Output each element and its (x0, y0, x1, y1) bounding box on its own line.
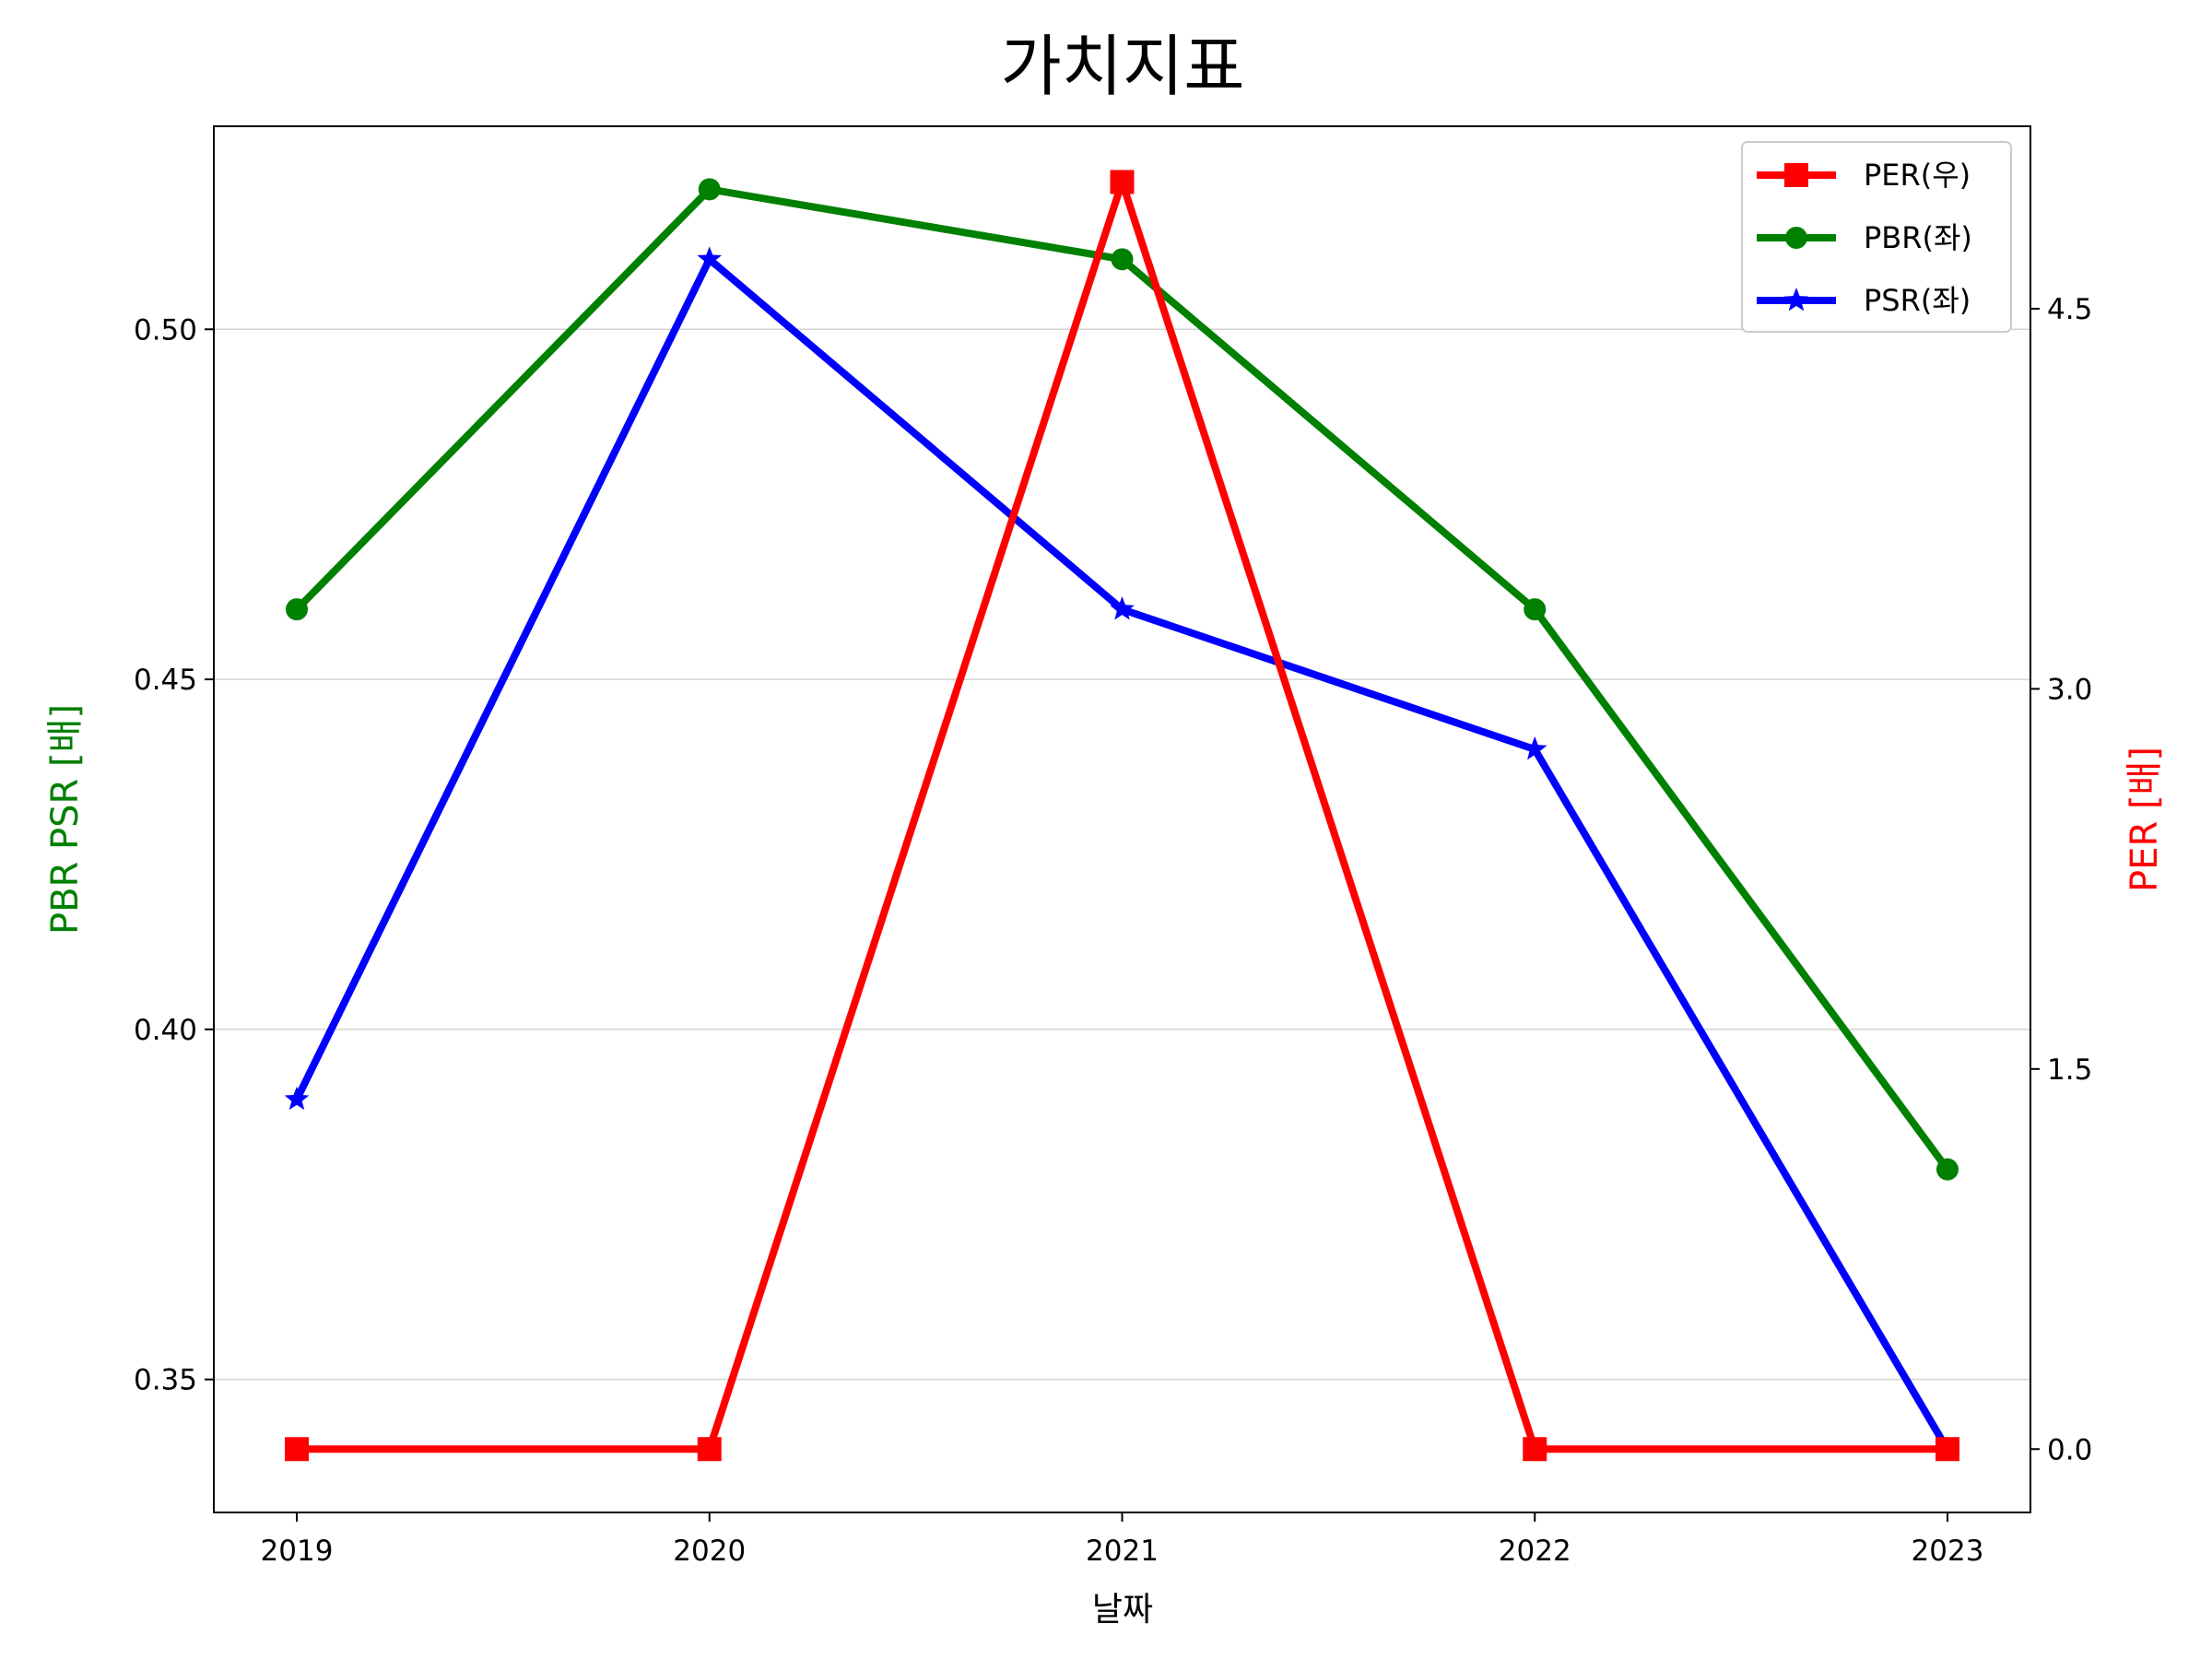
legend-label: PBR(좌) (1864, 220, 1972, 255)
y-right-tick-label: 4.5 (2047, 293, 2092, 326)
series-star (284, 246, 1960, 1460)
x-tick-label: 2021 (1086, 1535, 1159, 1568)
legend-marker (1784, 163, 1808, 187)
x-tick-label: 2023 (1912, 1535, 1984, 1568)
legend-marker (1785, 227, 1807, 249)
x-axis-title: 날짜 (1092, 1591, 1153, 1629)
y-axis-left: 0.35 0.40 0.45 0.50 (134, 313, 214, 1397)
plot-frame (213, 125, 2031, 1513)
x-tick-label: 2020 (673, 1535, 746, 1568)
data-point (1522, 736, 1547, 760)
x-axis: 2019 2020 2021 2022 2023 (261, 1512, 1984, 1568)
chart-title: 가치지표 (1001, 28, 1245, 105)
y-right-tick-label: 1.5 (2047, 1053, 2092, 1087)
data-point (698, 178, 721, 201)
y-axis-right: 0.0 1.5 3.0 4.5 (2030, 293, 2092, 1466)
series-layer (284, 170, 1960, 1462)
legend-box (1741, 141, 2012, 333)
y-axis-right-title: PER [배] (2124, 747, 2166, 892)
data-point (697, 1437, 722, 1462)
grid (214, 328, 2030, 1381)
series-square (285, 170, 1959, 1462)
legend-label: PER(우) (1864, 158, 1971, 193)
y-left-tick-label: 0.40 (134, 1014, 197, 1047)
y-right-tick-label: 0.0 (2047, 1433, 2092, 1466)
data-point (1936, 1437, 1959, 1462)
series-circle (286, 178, 1959, 1181)
y-axis-left-title: PBR PSR [배] (44, 704, 87, 935)
legend: PER(우) PBR(좌) PSR(좌) (1741, 141, 2012, 333)
series-line (297, 170, 1947, 1453)
data-point (1936, 1158, 1959, 1181)
y-right-tick-label: 3.0 (2047, 673, 2092, 706)
y-left-tick-label: 0.35 (134, 1364, 197, 1397)
data-point (286, 598, 308, 621)
data-point (1524, 598, 1547, 621)
x-tick-label: 2019 (261, 1535, 334, 1568)
data-point (1110, 170, 1135, 194)
y-left-tick-label: 0.45 (134, 664, 197, 697)
y-left-tick-label: 0.50 (134, 313, 197, 347)
legend-marker (1783, 288, 1809, 312)
legend-item: PSR(좌) (1757, 283, 1971, 318)
data-point (1111, 248, 1134, 271)
data-point (285, 1437, 309, 1462)
data-point (284, 1086, 310, 1111)
legend-item: PER(우) (1757, 158, 1971, 193)
legend-item: PBR(좌) (1757, 220, 1972, 255)
data-point (697, 246, 723, 270)
data-point (1523, 1437, 1547, 1462)
series-line (293, 253, 1951, 1452)
x-tick-label: 2022 (1499, 1535, 1571, 1568)
data-point (1110, 596, 1135, 620)
legend-label: PSR(좌) (1864, 283, 1971, 318)
